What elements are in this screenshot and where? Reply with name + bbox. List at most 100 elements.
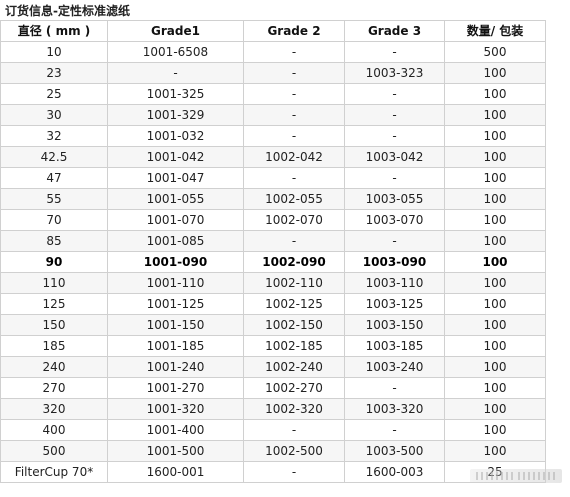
header-grade3: Grade 3	[344, 20, 445, 42]
cell-diameter: 30	[0, 104, 108, 126]
table-row: 185 1001-185 1002-185 1003-185 100	[0, 335, 546, 357]
cell-grade1: 1001-185	[107, 335, 244, 357]
cell-grade2: 1002-090	[243, 251, 345, 273]
cell-grade3: -	[344, 230, 445, 252]
cell-grade3: 1003-320	[344, 398, 445, 420]
cell-grade3: 1003-185	[344, 335, 445, 357]
cell-grade3: 1003-500	[344, 440, 445, 462]
cell-quantity: 100	[444, 335, 546, 357]
cell-quantity: 100	[444, 419, 546, 441]
cell-grade3: 1003-110	[344, 272, 445, 294]
cell-grade2: 1002-055	[243, 188, 345, 210]
table-body: 10 1001-6508- -500 23- -1003-323 100 25 1001-32…	[0, 41, 546, 483]
cell-quantity: 100	[444, 251, 546, 273]
cell-diameter: 185	[0, 335, 108, 357]
table-row: 23- -1003-323 100	[0, 62, 546, 84]
table-row: 150 1001-150 1002-150 1003-150 100	[0, 314, 546, 336]
cell-diameter: 90	[0, 251, 108, 273]
cell-quantity: 100	[444, 314, 546, 336]
cell-grade1: 1001-240	[107, 356, 244, 378]
table-row: 55 1001-055 1002-055 1003-055 100	[0, 188, 546, 210]
table-row: FilterCup 70*1600-001-1600-00325	[0, 461, 546, 483]
cell-diameter: 10	[0, 41, 108, 63]
cell-grade2: -	[243, 419, 345, 441]
cell-grade2: -	[243, 167, 345, 189]
cell-diameter: 320	[0, 398, 108, 420]
cell-grade2: -	[243, 62, 345, 84]
cell-grade1: 1001-329	[107, 104, 244, 126]
table-row: 32 1001-032- -100	[0, 125, 546, 147]
cell-quantity: 100	[444, 83, 546, 105]
cell-grade2: -	[243, 230, 345, 252]
cell-grade1: 1001-400	[107, 419, 244, 441]
cell-grade1: 1001-047	[107, 167, 244, 189]
table-row: 30 1001-329- -100	[0, 104, 546, 126]
cell-quantity: 500	[444, 41, 546, 63]
cell-diameter: 400	[0, 419, 108, 441]
table-row: 320 1001-320 1002-320 1003-320 100	[0, 398, 546, 420]
cell-diameter: 240	[0, 356, 108, 378]
cell-grade1: 1001-125	[107, 293, 244, 315]
watermark	[470, 469, 562, 483]
cell-grade2: 1002-150	[243, 314, 345, 336]
table-row: 125 1001-125 1002-125 1003-125 100	[0, 293, 546, 315]
cell-grade2: 1002-070	[243, 209, 345, 231]
header-row: 直径 ( mm ) Grade1 Grade 2 Grade 3 数量/ 包装	[0, 20, 546, 42]
cell-grade2: 1002-185	[243, 335, 345, 357]
header-quantity: 数量/ 包装	[444, 20, 546, 42]
cell-grade3: 1600-003	[344, 461, 445, 483]
table-row: 70 1001-070 1002-070 1003-070 100	[0, 209, 546, 231]
cell-quantity: 100	[444, 398, 546, 420]
cell-quantity: 100	[444, 272, 546, 294]
cell-quantity: 100	[444, 125, 546, 147]
cell-grade3: 1003-150	[344, 314, 445, 336]
cell-grade1: 1001-270	[107, 377, 244, 399]
cell-grade3: 1003-090	[344, 251, 445, 273]
cell-quantity: 100	[444, 377, 546, 399]
cell-grade3: -	[344, 377, 445, 399]
cell-quantity: 100	[444, 293, 546, 315]
cell-diameter: 25	[0, 83, 108, 105]
cell-diameter: 150	[0, 314, 108, 336]
cell-grade2: -	[243, 83, 345, 105]
cell-grade2: -	[243, 461, 345, 483]
ordering-table: 直径 ( mm ) Grade1 Grade 2 Grade 3 数量/ 包装 …	[0, 20, 546, 483]
cell-diameter: 270	[0, 377, 108, 399]
cell-grade2: -	[243, 125, 345, 147]
header-diameter: 直径 ( mm )	[0, 20, 108, 42]
cell-grade1: 1001-325	[107, 83, 244, 105]
cell-diameter: 70	[0, 209, 108, 231]
cell-grade3: -	[344, 83, 445, 105]
cell-grade3: -	[344, 104, 445, 126]
cell-grade1: 1001-085	[107, 230, 244, 252]
cell-quantity: 100	[444, 167, 546, 189]
cell-grade3: 1003-323	[344, 62, 445, 84]
table-row: 85 1001-085- -100	[0, 230, 546, 252]
table-row: 25 1001-325- -100	[0, 83, 546, 105]
cell-grade3: 1003-240	[344, 356, 445, 378]
cell-diameter: 110	[0, 272, 108, 294]
cell-grade1: 1001-055	[107, 188, 244, 210]
cell-grade1: 1001-110	[107, 272, 244, 294]
cell-quantity: 100	[444, 188, 546, 210]
cell-grade2: 1002-042	[243, 146, 345, 168]
cell-grade3: 1003-042	[344, 146, 445, 168]
cell-grade3: 1003-055	[344, 188, 445, 210]
cell-grade3: -	[344, 41, 445, 63]
cell-diameter: 42.5	[0, 146, 108, 168]
cell-grade2: 1002-110	[243, 272, 345, 294]
cell-grade1: 1001-032	[107, 125, 244, 147]
cell-grade2: -	[243, 41, 345, 63]
cell-grade1: 1001-320	[107, 398, 244, 420]
table-row: 47 1001-047- -100	[0, 167, 546, 189]
cell-diameter: 500	[0, 440, 108, 462]
cell-grade3: -	[344, 419, 445, 441]
cell-grade1: 1001-150	[107, 314, 244, 336]
cell-diameter: 47	[0, 167, 108, 189]
cell-grade2: 1002-125	[243, 293, 345, 315]
cell-grade1: 1001-070	[107, 209, 244, 231]
cell-grade3: -	[344, 125, 445, 147]
cell-grade2: 1002-240	[243, 356, 345, 378]
cell-grade1: -	[107, 62, 244, 84]
